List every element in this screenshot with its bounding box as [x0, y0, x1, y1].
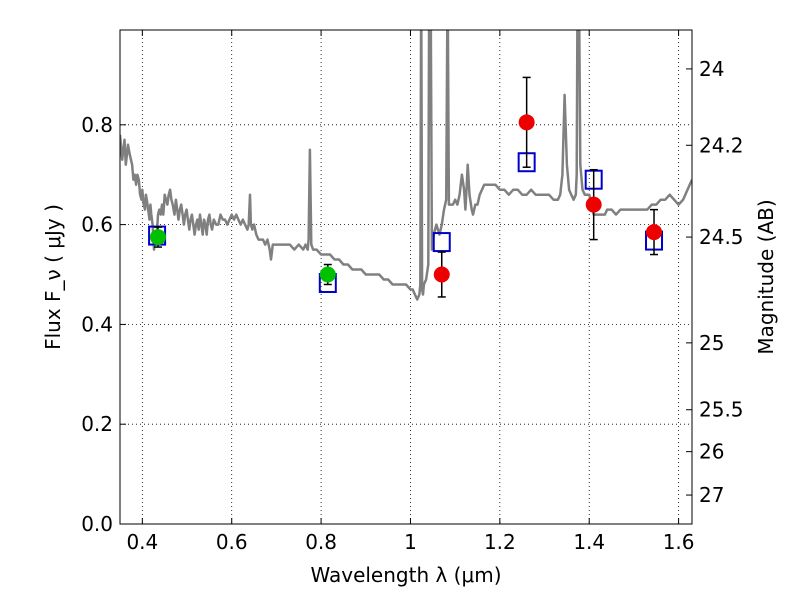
- y2-tick-label: 24: [699, 57, 724, 81]
- model-spectrum-line: [120, 30, 692, 301]
- x-tick-label: 0.8: [305, 530, 337, 554]
- y-tick-label: 0.4: [81, 312, 113, 336]
- y2-tick-label: 26: [699, 440, 724, 464]
- y2-tick-label: 25: [699, 331, 724, 355]
- y-tick-label: 0.6: [81, 213, 113, 237]
- grid: [120, 30, 692, 525]
- x-tick-label: 1.2: [484, 530, 516, 554]
- x-tick-label: 1.6: [663, 530, 695, 554]
- y2-tick-label: 24.5: [699, 225, 744, 249]
- plot-frame-rect: [119, 29, 693, 525]
- x-tick-label: 1: [404, 530, 417, 554]
- y2-axis-label: Magnitude (AB): [754, 199, 778, 354]
- model-flux-square-marker: [432, 232, 451, 253]
- observed-flux-point: [646, 224, 663, 241]
- observed-flux-point: [433, 266, 450, 283]
- y2-tick-label: 24.2: [699, 133, 744, 157]
- x-axis-label: Wavelength λ (μm): [310, 563, 501, 587]
- y-axis-label: Flux F_ν ( μJy ): [41, 204, 65, 350]
- observed-flux-point: [149, 229, 166, 246]
- axis-ticks: 0.4 0.6 0.8 1 1.2 1.4 1.6 0.0 0.2 0.4 0.6 0.8 24 24.2…: [81, 30, 744, 554]
- data-layer: [120, 30, 692, 301]
- y-tick-label: 0.0: [81, 512, 113, 536]
- y-tick-label: 0.2: [81, 412, 113, 436]
- x-tick-label: 1.4: [573, 530, 605, 554]
- observed-flux-point: [518, 114, 535, 131]
- x-tick-label: 0.4: [126, 530, 158, 554]
- observed-flux-point: [319, 266, 336, 283]
- x-tick-label: 0.6: [216, 530, 248, 554]
- y2-tick-label: 25.5: [699, 398, 744, 422]
- observed-flux-point: [585, 196, 602, 213]
- y-tick-label: 0.8: [81, 113, 113, 137]
- plot-frame: [119, 29, 693, 525]
- y2-tick-label: 27: [699, 483, 724, 507]
